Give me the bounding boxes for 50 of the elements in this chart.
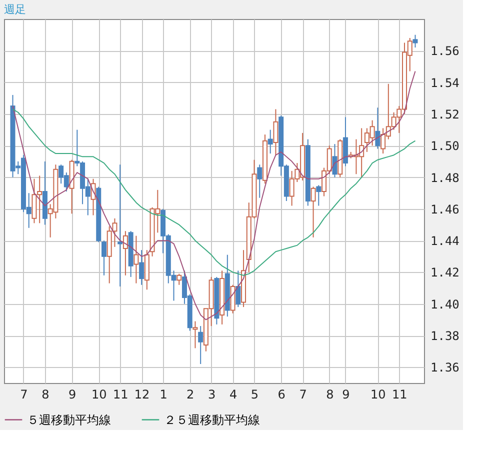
x-tick-label: 7 [20, 388, 28, 402]
y-tick-label: 1.40 [430, 297, 460, 312]
candlestick [412, 34, 418, 48]
x-tick-label: 5 [250, 388, 259, 402]
candlestick [101, 240, 106, 276]
candlestick [192, 320, 198, 349]
candlestick [198, 326, 204, 365]
candlestick [375, 107, 380, 150]
x-tick-label: 2 [186, 388, 194, 402]
y-tick-label: 1.38 [430, 329, 460, 344]
x-tick-label: 8 [42, 388, 50, 402]
y-tick-label: 1.44 [430, 234, 460, 248]
y-tick-label: 1.48 [430, 170, 460, 185]
y-tick-label: 1.50 [430, 139, 460, 154]
chart-title: 週足 [4, 3, 26, 16]
candlestick [139, 250, 144, 286]
y-tick-label: 1.54 [430, 76, 460, 90]
candlestick [316, 184, 322, 206]
candlestick [122, 230, 128, 276]
candlestick [332, 144, 338, 178]
x-tick-label: 3 [208, 388, 216, 402]
x-tick-label: 1 [160, 388, 168, 402]
x-tick-label: 6 [278, 388, 286, 402]
y-tick-label: 1.46 [430, 202, 460, 216]
candlestick [268, 129, 273, 154]
x-tick-label: 12 [134, 388, 150, 402]
y-tick-label: 1.36 [430, 360, 460, 375]
x-tick-label: 10 [370, 388, 386, 402]
y-tick-label: 1.42 [430, 266, 460, 280]
line-series [12, 70, 416, 320]
candlestick [176, 273, 182, 286]
candlestick [230, 284, 236, 314]
x-tick-label: 8 [326, 388, 334, 402]
x-tick-label: 9 [342, 388, 350, 402]
candlestick [257, 164, 262, 198]
x-tick-label: 7 [299, 388, 307, 402]
x-tick-label: 4 [229, 388, 238, 402]
x-tick-label: 9 [68, 388, 76, 402]
candlestick [236, 270, 241, 308]
x-tick-label: 11 [392, 388, 408, 402]
candlestick [310, 186, 316, 238]
y-tick-label: 1.56 [430, 44, 460, 58]
x-tick-label: 10 [91, 388, 107, 402]
legend-label: ２５週移動平均線 [164, 412, 260, 427]
line-series [12, 108, 416, 276]
y-tick-label: 1.52 [430, 107, 460, 122]
candlestick [134, 235, 139, 284]
x-tick-label: 11 [112, 388, 128, 402]
legend-label: ５週移動平均線 [27, 412, 111, 427]
candlestick [273, 108, 278, 156]
